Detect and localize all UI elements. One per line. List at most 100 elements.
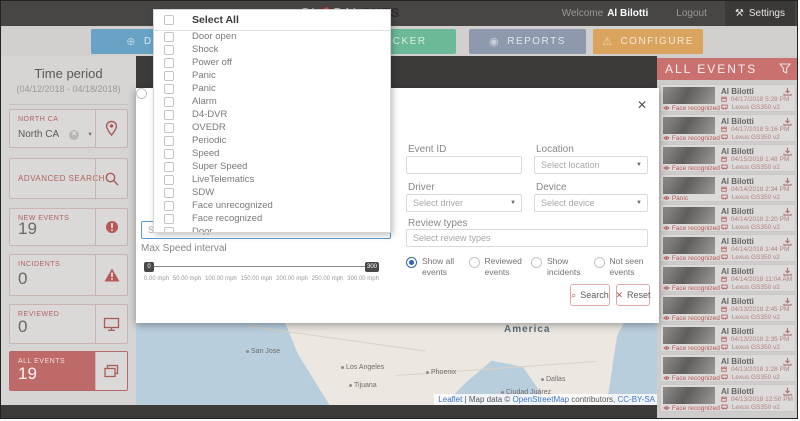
event-card[interactable]: Face recognized Al Bilotti 04/13/2018 1:… <box>660 354 796 382</box>
event-type-option[interactable]: Shock <box>154 44 390 57</box>
download-icon[interactable] <box>783 87 792 96</box>
event-card[interactable]: Face recognized Al Bilotti 04/13/2018 12… <box>660 384 796 412</box>
checkbox[interactable] <box>164 123 174 133</box>
event-card[interactable]: Face recognized Al Bilotti 04/14/2018 2:… <box>660 204 796 232</box>
checkbox[interactable] <box>164 149 174 159</box>
event-type-option[interactable]: D4-DVR <box>154 109 390 122</box>
region-pin-button[interactable] <box>95 110 127 147</box>
event-type-option[interactable]: Alarm <box>154 96 390 109</box>
filter-funnel-icon[interactable] <box>779 63 791 74</box>
slider-max-handle[interactable]: 300 <box>364 262 379 272</box>
event-type-option[interactable]: Door open <box>154 31 390 44</box>
checkbox[interactable] <box>164 175 174 185</box>
chevron-down-icon[interactable]: ▼ <box>87 131 94 138</box>
event-type-option[interactable]: Power off <box>154 57 390 70</box>
event-type-option[interactable]: Panic <box>154 83 390 96</box>
tab-reports[interactable]: ◉ REPORTS <box>469 29 586 54</box>
event-type-option[interactable]: OVEDR <box>154 122 390 135</box>
event-thumbnail[interactable] <box>663 87 715 104</box>
counter-incidents[interactable]: INCIDENTS 0 <box>9 254 128 296</box>
event-type-option[interactable]: Face unrecognized <box>154 200 390 213</box>
license-link[interactable]: CC-BY-SA <box>617 395 656 404</box>
event-card[interactable]: Face recognized Al Bilotti 04/17/2018 5:… <box>660 114 796 142</box>
download-icon[interactable] <box>783 357 792 366</box>
download-icon[interactable] <box>783 327 792 336</box>
filter-radio[interactable]: Reviewed events <box>468 256 523 277</box>
event-card[interactable]: Panic Al Bilotti 04/14/2018 2:34 PM Lexu… <box>660 174 796 202</box>
event-card[interactable]: Face recognized Al Bilotti 04/17/2018 5:… <box>660 84 796 112</box>
event-card[interactable]: Face recognized Al Bilotti 04/14/2018 1:… <box>660 234 796 262</box>
filter-radio[interactable]: Show incidents <box>531 256 585 277</box>
download-icon[interactable] <box>783 267 792 276</box>
settings-button[interactable]: ⚒ Settings <box>724 1 795 26</box>
download-icon[interactable] <box>783 147 792 156</box>
download-icon[interactable] <box>783 387 792 396</box>
event-thumbnail[interactable] <box>663 357 715 374</box>
event-thumbnail[interactable] <box>663 147 715 164</box>
filter-radio[interactable]: Not seen events <box>593 256 648 277</box>
event-type-option[interactable]: Panic <box>154 70 390 83</box>
event-thumbnail[interactable] <box>663 207 715 224</box>
event-thumbnail[interactable] <box>663 177 715 194</box>
counter-new-events[interactable]: NEW EVENTS 19 <box>9 208 128 246</box>
logout-link[interactable]: Logout <box>676 8 707 19</box>
filter-radio[interactable]: Show all events <box>406 256 460 277</box>
driver-select[interactable]: Select driver ▼ <box>406 194 522 212</box>
advanced-search-button[interactable] <box>95 159 127 198</box>
checkbox[interactable] <box>164 84 174 94</box>
event-type-option[interactable]: LiveTelematics <box>154 174 390 187</box>
tab-configure[interactable]: ⚠ CONFIGURE <box>593 29 703 54</box>
counter-reviewed[interactable]: REVIEWED 0 <box>9 304 128 344</box>
event-type-option[interactable]: Face recognized <box>154 213 390 226</box>
event-type-option[interactable]: Super Speed <box>154 161 390 174</box>
event-card[interactable]: Face recognized Al Bilotti 04/13/2018 2:… <box>660 324 796 352</box>
event-type-option[interactable]: Periodic <box>154 135 390 148</box>
close-icon[interactable]: ✕ <box>636 98 647 112</box>
checkbox[interactable] <box>164 214 174 224</box>
event-thumbnail[interactable] <box>663 237 715 254</box>
event-card[interactable]: Face recognized Al Bilotti 04/14/2018 11… <box>660 264 796 292</box>
event-thumbnail[interactable] <box>663 387 715 404</box>
checkbox[interactable] <box>164 97 174 107</box>
radio-circle[interactable] <box>406 257 417 268</box>
checkbox[interactable] <box>164 162 174 172</box>
region-select[interactable]: North CA ✕ ▼ <box>18 129 93 140</box>
event-thumbnail[interactable] <box>663 327 715 344</box>
slider-track[interactable] <box>144 266 379 267</box>
radio-circle[interactable] <box>468 257 480 268</box>
review-types-input[interactable]: Select review types <box>406 229 648 247</box>
counter-all-events[interactable]: ALL EVENTS 19 <box>9 351 128 391</box>
event-type-option[interactable]: SDW <box>154 187 390 200</box>
download-icon[interactable] <box>783 237 792 246</box>
user-name[interactable]: Al Bilotti <box>607 8 649 19</box>
event-thumbnail[interactable] <box>663 117 715 134</box>
event-type-option[interactable]: Door <box>154 226 390 232</box>
event-card[interactable]: Face recognized Al Bilotti 04/15/2018 1:… <box>660 144 796 172</box>
download-icon[interactable] <box>783 177 792 186</box>
time-period-range[interactable]: (04/12/2018 - 04/18/2018) <box>16 84 121 94</box>
checkbox[interactable] <box>164 110 174 120</box>
radio-circle[interactable] <box>593 257 605 268</box>
checkbox[interactable] <box>164 32 174 42</box>
radio-circle[interactable] <box>531 257 542 268</box>
select-all-row[interactable]: Select All <box>154 10 390 31</box>
checkbox[interactable] <box>164 45 174 55</box>
checkbox[interactable] <box>164 188 174 198</box>
download-icon[interactable] <box>783 117 792 126</box>
checkbox[interactable] <box>164 71 174 81</box>
event-thumbnail[interactable] <box>663 297 715 314</box>
osm-link[interactable]: OpenStreetMap <box>512 395 570 404</box>
reset-button[interactable]: ✕ Reset <box>615 284 651 306</box>
checkbox[interactable] <box>164 136 174 146</box>
clear-region-icon[interactable]: ✕ <box>69 129 80 140</box>
leaflet-link[interactable]: Leaflet <box>438 395 463 404</box>
event-id-input[interactable] <box>407 157 521 173</box>
download-icon[interactable] <box>783 207 792 216</box>
search-button[interactable]: ⌕ Search <box>570 284 610 306</box>
checkbox[interactable] <box>164 58 174 68</box>
download-icon[interactable] <box>783 297 792 306</box>
checkbox[interactable] <box>164 15 174 25</box>
checkbox[interactable] <box>164 227 174 232</box>
slider-min-handle[interactable]: 0 <box>144 262 154 272</box>
event-card[interactable]: Face recognized Al Bilotti 04/13/2018 2:… <box>660 294 796 322</box>
